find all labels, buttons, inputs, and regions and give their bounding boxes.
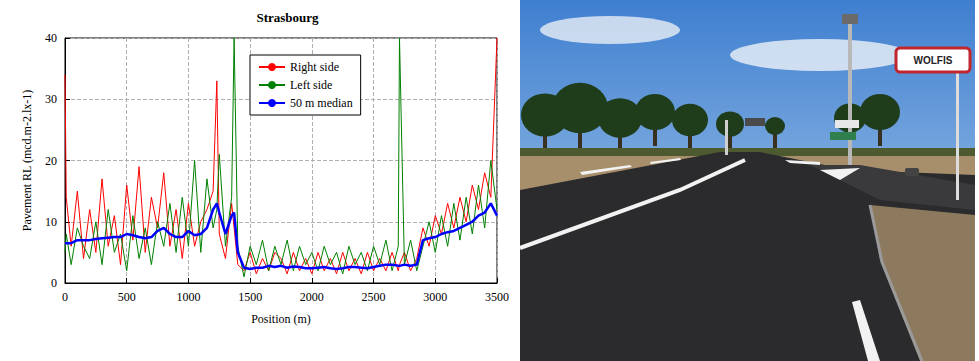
svg-text:10: 10: [45, 215, 57, 229]
svg-text:Position (m): Position (m): [251, 312, 311, 326]
svg-text:WOLFIS: WOLFIS: [914, 55, 953, 66]
svg-text:Pavement RL (mcd.m-2.lx-1): Pavement RL (mcd.m-2.lx-1): [20, 90, 34, 232]
svg-text:0: 0: [51, 276, 57, 290]
svg-text:500: 500: [118, 290, 136, 304]
svg-text:Right side: Right side: [290, 60, 339, 74]
svg-text:40: 40: [45, 31, 57, 45]
svg-text:0: 0: [62, 290, 68, 304]
svg-text:50 m median: 50 m median: [290, 96, 353, 110]
svg-text:Strasbourg: Strasbourg: [256, 10, 319, 25]
svg-text:1000: 1000: [176, 290, 200, 304]
svg-text:2000: 2000: [300, 290, 324, 304]
svg-text:3500: 3500: [485, 290, 509, 304]
svg-text:1500: 1500: [238, 290, 262, 304]
svg-text:30: 30: [45, 92, 57, 106]
svg-text:3000: 3000: [423, 290, 447, 304]
svg-text:Left side: Left side: [290, 78, 332, 92]
svg-text:2500: 2500: [362, 290, 386, 304]
svg-text:20: 20: [45, 154, 57, 168]
